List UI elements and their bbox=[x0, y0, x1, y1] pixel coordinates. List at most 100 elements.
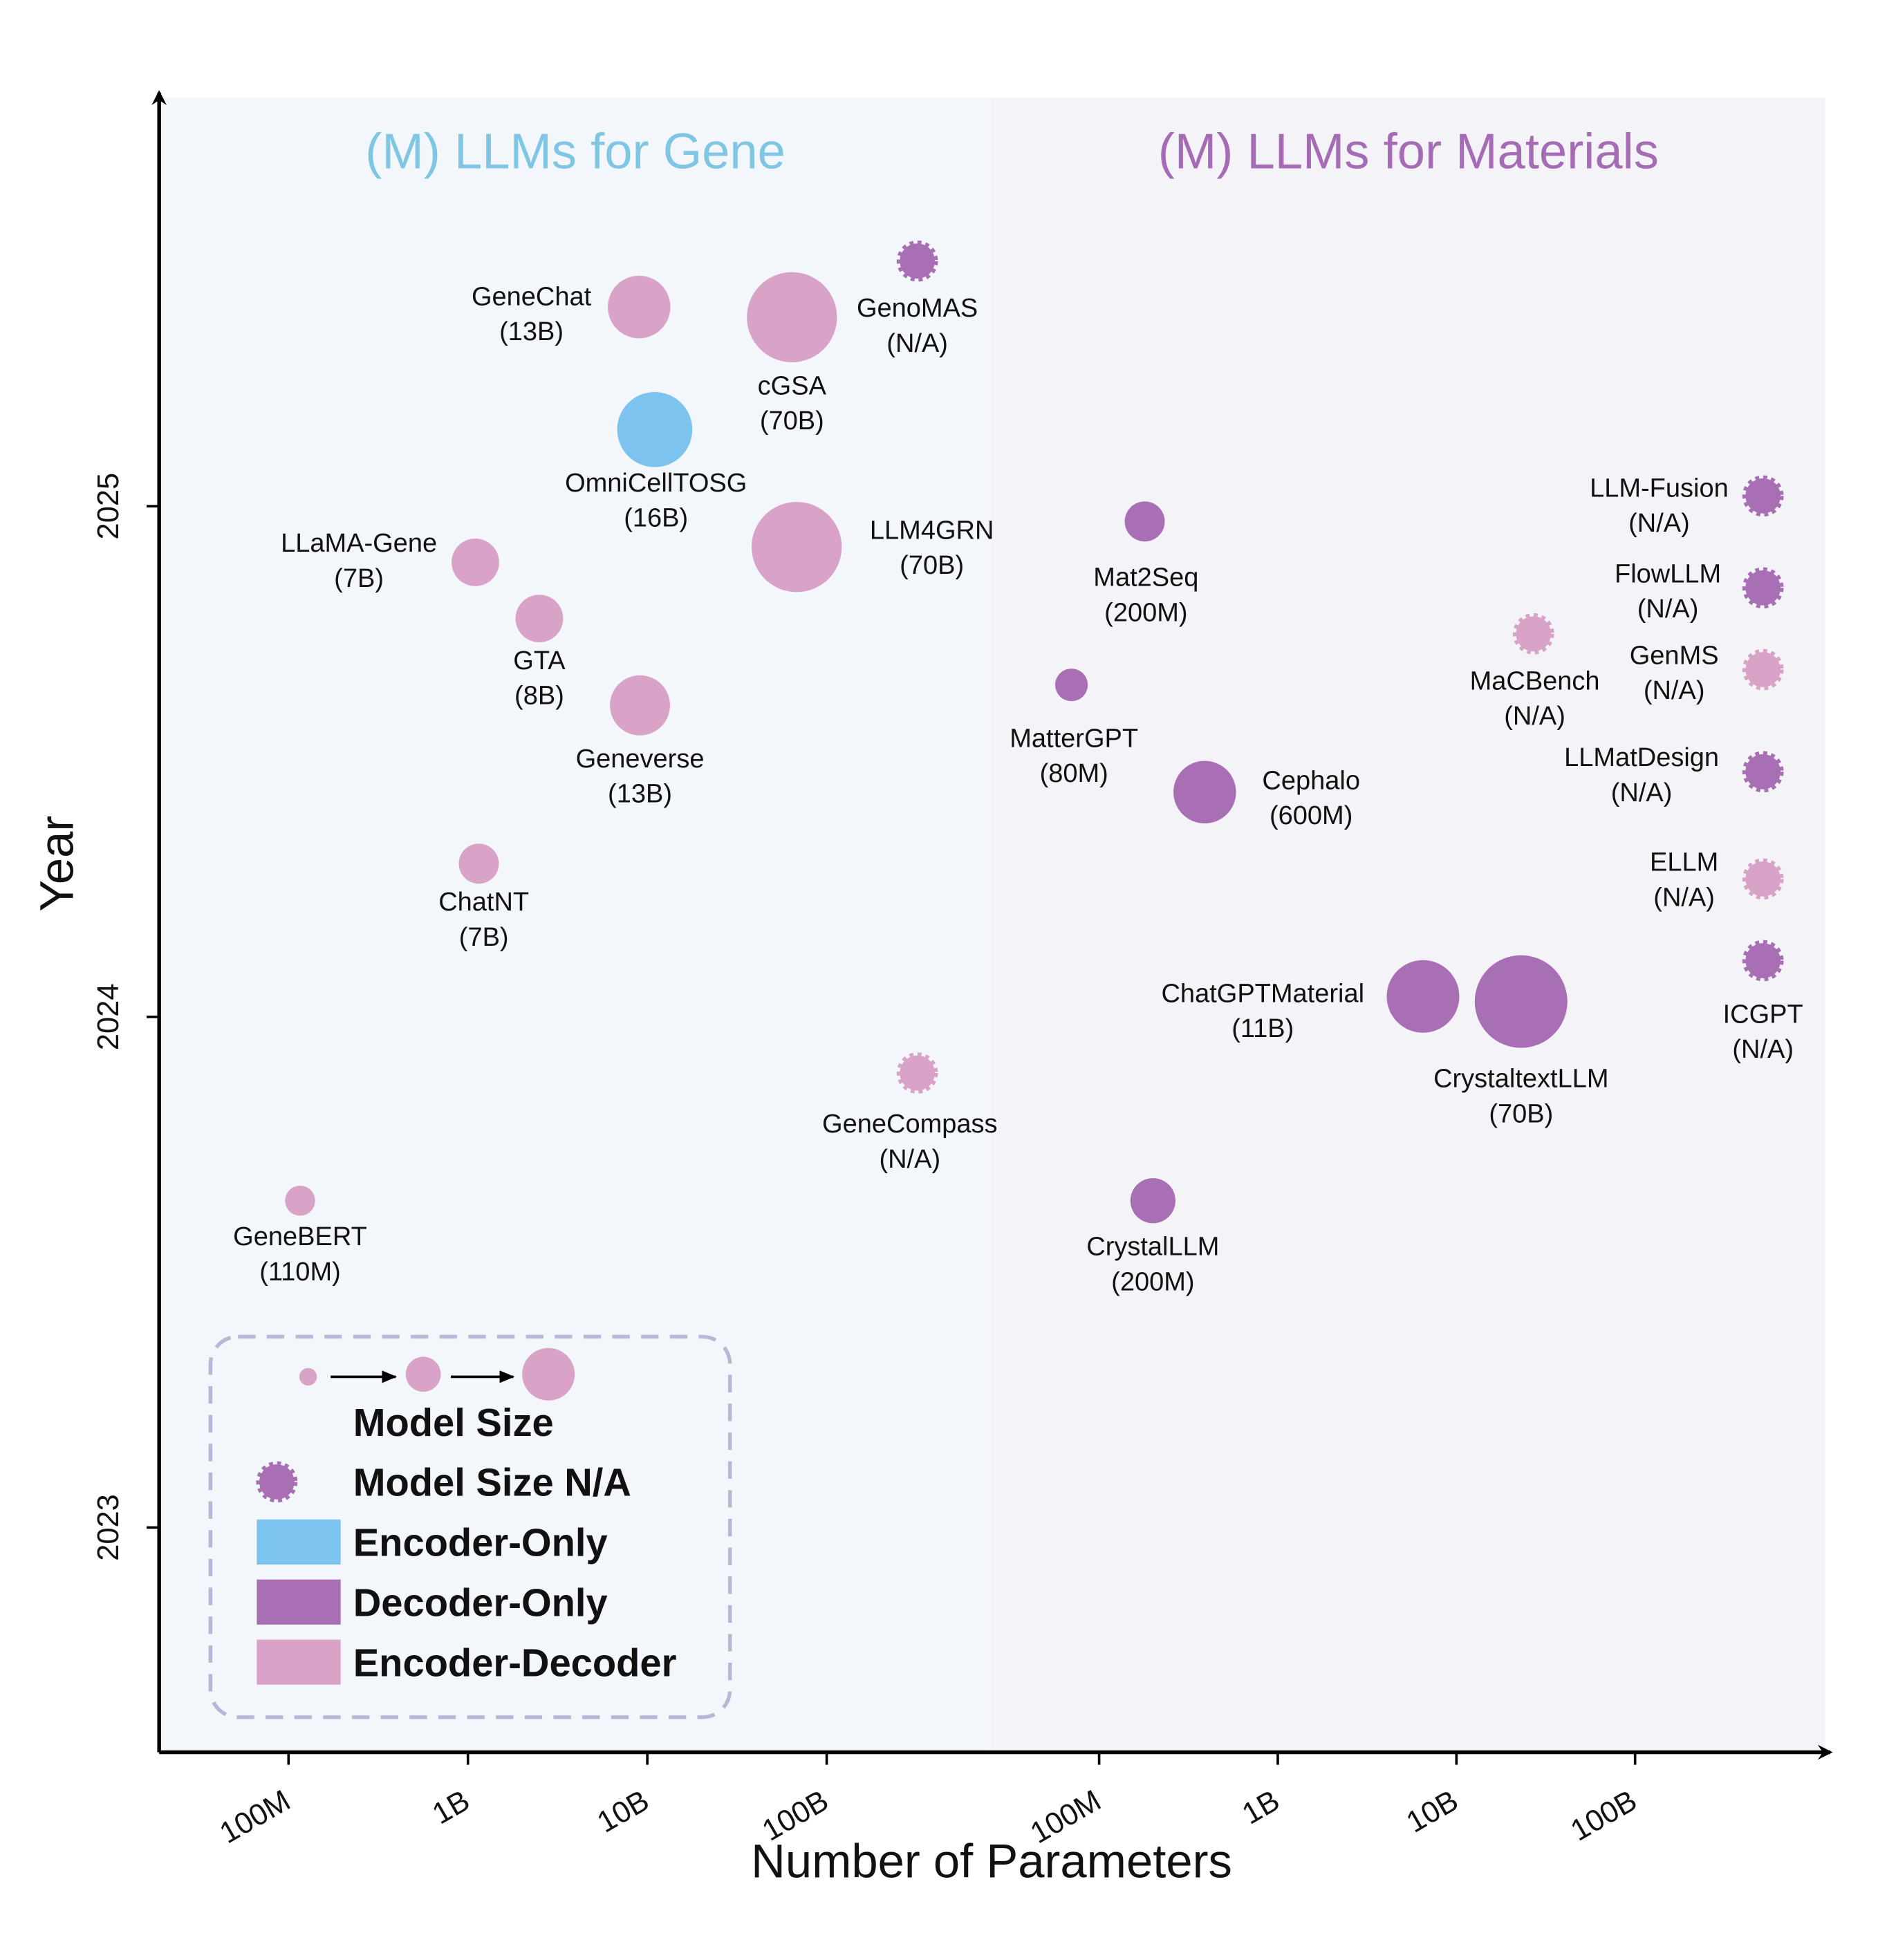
bubble-na bbox=[896, 1052, 938, 1094]
point-name: MaCBench bbox=[1470, 666, 1600, 696]
legend-label: Encoder-Only bbox=[353, 1521, 608, 1565]
point-name: ELLM bbox=[1650, 848, 1718, 877]
point-name: LLaMA-Gene bbox=[281, 529, 437, 558]
point-name: Mat2Seq bbox=[1093, 563, 1198, 592]
point-size-label: (N/A) bbox=[1504, 702, 1565, 731]
point-size-label: (N/A) bbox=[886, 329, 948, 358]
y-tick-label: 2023 bbox=[92, 1494, 125, 1561]
point-name: ICGPT bbox=[1723, 1000, 1803, 1029]
x-tick-label: 100B bbox=[1565, 1784, 1643, 1847]
point-size-label: (7B) bbox=[459, 923, 509, 952]
legend: Model Size Model Size N/A Encoder-Only De… bbox=[208, 1334, 732, 1719]
point-name: GeneBERT bbox=[233, 1222, 367, 1251]
point-name: GTA bbox=[513, 646, 566, 675]
bubble-na bbox=[1742, 648, 1784, 691]
bubble bbox=[751, 502, 842, 592]
point-size-label: (70B) bbox=[900, 551, 964, 580]
bubble bbox=[610, 675, 670, 736]
x-tick-label: 100M bbox=[214, 1784, 296, 1850]
point-name: LLM4GRN bbox=[870, 516, 994, 545]
x-axis-title: Number of Parameters bbox=[751, 1835, 1232, 1888]
point-size-label: (200M) bbox=[1104, 598, 1187, 627]
x-tick-label: 10B bbox=[1401, 1784, 1464, 1839]
na-icon bbox=[256, 1461, 298, 1503]
bubble bbox=[1130, 1178, 1175, 1224]
bubble bbox=[747, 272, 837, 363]
point-name: ChatNT bbox=[438, 888, 529, 917]
point-name: OmniCellTOSG bbox=[565, 469, 747, 498]
bubble bbox=[1173, 760, 1236, 824]
bubble bbox=[285, 1186, 315, 1216]
y-axis-title: Year bbox=[30, 816, 83, 912]
point-size-label: (70B) bbox=[1489, 1099, 1553, 1128]
point-size-label: (N/A) bbox=[1628, 509, 1690, 538]
point-size-label: (16B) bbox=[624, 504, 688, 533]
bubble-na bbox=[896, 240, 938, 282]
legend-label: Decoder-Only bbox=[353, 1581, 608, 1625]
point-name: GenoMAS bbox=[857, 294, 978, 323]
point-name: GeneChat bbox=[472, 282, 592, 311]
legend-label: Model Size bbox=[353, 1401, 554, 1444]
size-icon bbox=[405, 1356, 441, 1392]
panel-title: (M) LLMs for Materials bbox=[1158, 124, 1659, 180]
point-size-label: (N/A) bbox=[1637, 595, 1699, 624]
point-name: FlowLLM bbox=[1615, 559, 1721, 588]
point-name: CrystalLLM bbox=[1086, 1233, 1219, 1262]
point-size-label: (110M) bbox=[259, 1258, 341, 1287]
bubble bbox=[1124, 501, 1165, 542]
panel-background bbox=[159, 97, 992, 1753]
y-tick-label: 2024 bbox=[92, 983, 125, 1050]
bubble bbox=[1386, 960, 1460, 1033]
point-name: cGSA bbox=[758, 371, 827, 400]
bubble-na bbox=[1742, 475, 1784, 517]
panel-title: (M) LLMs for Gene bbox=[365, 124, 785, 180]
point-size-label: (N/A) bbox=[879, 1145, 940, 1174]
point-size-label: (200M) bbox=[1111, 1267, 1194, 1296]
size-icon bbox=[299, 1368, 317, 1386]
legend-label: Encoder-Decoder bbox=[353, 1641, 677, 1684]
legend-box bbox=[208, 1334, 732, 1719]
point-size-label: (N/A) bbox=[1611, 778, 1673, 808]
point-size-label: (N/A) bbox=[1732, 1035, 1794, 1064]
size-icon bbox=[522, 1347, 575, 1401]
panel-background bbox=[992, 97, 1825, 1753]
point-name: Geneverse bbox=[576, 745, 705, 774]
point-size-label: (13B) bbox=[608, 780, 672, 809]
bubble-na bbox=[1742, 751, 1784, 793]
point-size-label: (7B) bbox=[334, 564, 384, 593]
legend-swatch bbox=[257, 1519, 341, 1565]
x-tick-label: 1B bbox=[427, 1784, 475, 1831]
bubble bbox=[452, 538, 499, 586]
bubble bbox=[515, 595, 564, 643]
x-tick-label: 1B bbox=[1237, 1784, 1285, 1831]
point-name: LLMatDesign bbox=[1564, 743, 1719, 772]
y-tick-label: 2025 bbox=[92, 473, 125, 540]
bubble bbox=[458, 843, 499, 884]
point-name: Cephalo bbox=[1262, 766, 1360, 795]
point-name: MatterGPT bbox=[1010, 724, 1138, 753]
bubble bbox=[1055, 669, 1088, 702]
point-size-label: (N/A) bbox=[1644, 676, 1705, 705]
bubble-na bbox=[1512, 613, 1554, 655]
point-name: ChatGPTMaterial bbox=[1161, 979, 1364, 1008]
point-size-label: (11B) bbox=[1231, 1014, 1294, 1043]
bubble-na bbox=[1742, 567, 1784, 609]
bubble-na bbox=[1742, 940, 1784, 982]
bubble bbox=[617, 392, 693, 467]
legend-label: Model Size N/A bbox=[353, 1461, 631, 1504]
point-size-label: (600M) bbox=[1270, 801, 1352, 830]
point-name: CrystaltextLLM bbox=[1433, 1065, 1608, 1094]
point-size-label: (13B) bbox=[499, 317, 564, 346]
point-size-label: (8B) bbox=[514, 682, 564, 711]
point-size-label: (N/A) bbox=[1653, 883, 1715, 912]
point-name: GeneCompass bbox=[822, 1110, 997, 1139]
x-tick-label: 10B bbox=[592, 1784, 655, 1839]
bubble bbox=[608, 275, 671, 339]
legend-swatch bbox=[257, 1579, 341, 1625]
point-size-label: (80M) bbox=[1040, 759, 1108, 788]
point-name: GenMS bbox=[1630, 641, 1719, 670]
point-size-label: (70B) bbox=[760, 407, 824, 436]
bubble-na bbox=[1742, 858, 1784, 900]
